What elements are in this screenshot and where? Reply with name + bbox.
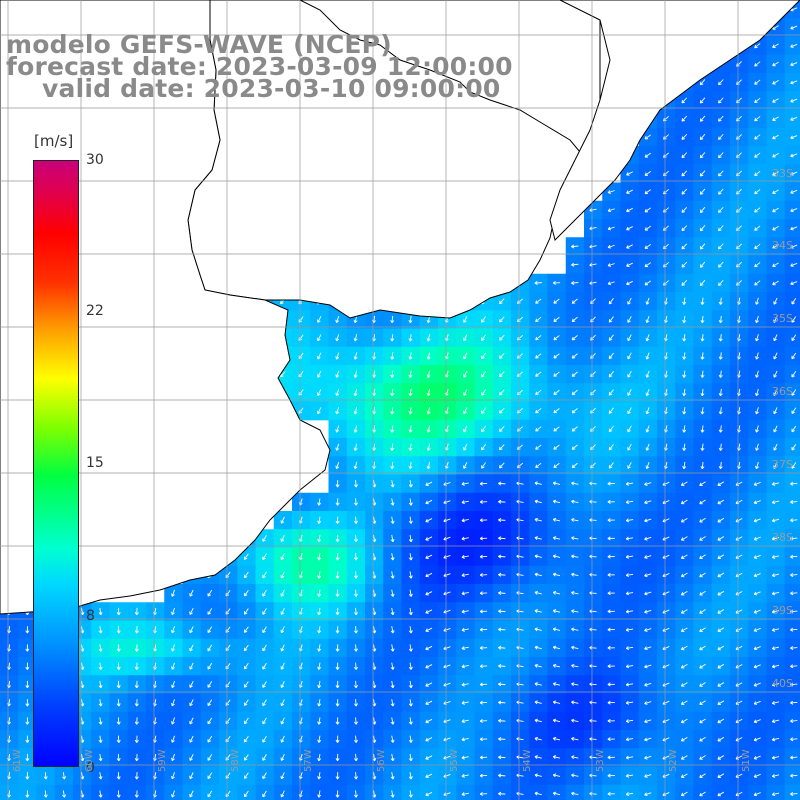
lon-label-59w: 59W — [157, 749, 168, 772]
lon-label-60w: 60W — [84, 749, 95, 772]
lon-label-54w: 54W — [522, 749, 533, 772]
lat-label-37s: 37S — [772, 458, 793, 471]
colorbar-tick-22: 22 — [86, 303, 104, 319]
lat-label-35s: 35S — [772, 312, 793, 325]
colorbar-tick-8: 8 — [86, 608, 95, 624]
lat-label-38s: 38S — [772, 531, 793, 544]
lon-label-57w: 57W — [303, 749, 314, 772]
lat-label-36s: 36S — [772, 385, 793, 398]
lon-label-58w: 58W — [230, 749, 241, 772]
colorbar-tick-0: 0 — [86, 760, 95, 776]
colorbar-unit-label: [m/s] — [34, 132, 74, 150]
map-title-forecast-date: forecast date: 2023-03-09 12:00:00 — [6, 52, 513, 81]
lat-label-33s: 33S — [772, 167, 793, 180]
colorbar-tick-30: 30 — [86, 152, 104, 168]
lon-label-52w: 52W — [668, 749, 679, 772]
lon-label-61w: 61W — [12, 749, 23, 772]
lon-label-51w: 51W — [741, 749, 752, 772]
lon-label-53w: 53W — [595, 749, 606, 772]
lat-label-39s: 39S — [772, 604, 793, 617]
colorbar-legend — [33, 160, 79, 767]
lon-label-55w: 55W — [449, 749, 460, 772]
land-mass-argentina — [0, 0, 331, 615]
map-title-valid-date: valid date: 2023-03-10 09:00:00 — [42, 74, 501, 103]
lon-label-56w: 56W — [376, 749, 387, 772]
lat-label-34s: 34S — [772, 239, 793, 252]
wind-vector-arrows — [6, 6, 798, 798]
map-title-model: modelo GEFS-WAVE (NCEP) — [6, 30, 392, 59]
colorbar-tick-15: 15 — [86, 455, 104, 471]
lat-label-40s: 40S — [772, 677, 793, 690]
